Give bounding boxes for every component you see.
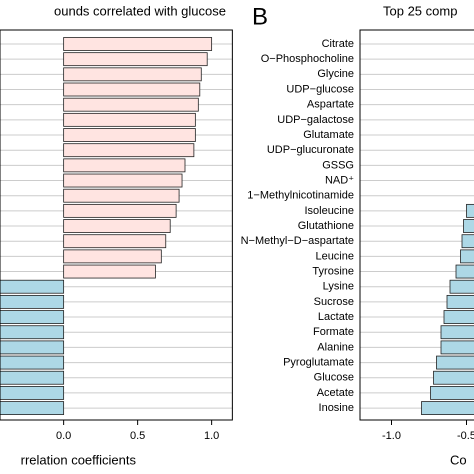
category-label: UDP−galactose	[277, 114, 354, 126]
bar	[63, 112, 196, 127]
bar	[0, 340, 65, 355]
bar	[63, 234, 167, 249]
bar	[63, 67, 202, 82]
bar	[0, 386, 65, 400]
category-label: Acetate	[317, 387, 354, 399]
category-label: GSSG	[322, 159, 354, 171]
bar	[436, 355, 474, 370]
category-label: Glutamate	[303, 129, 354, 141]
bar	[0, 370, 65, 385]
bar	[63, 143, 195, 158]
category-label: UDP−glucose	[286, 83, 354, 95]
bar	[433, 370, 474, 385]
bar	[63, 37, 213, 51]
bar	[63, 97, 199, 112]
chart-title: Top 25 comp	[383, 3, 457, 18]
category-label: Glycine	[317, 68, 354, 80]
x-axis-label: Co	[450, 452, 467, 467]
category-label: Leucine	[315, 250, 354, 262]
x-tick-label: 0.5	[130, 430, 145, 442]
category-label: Formate	[313, 326, 354, 338]
bar	[455, 264, 474, 279]
bar	[443, 310, 474, 324]
category-label: Isoleucine	[304, 205, 354, 217]
x-tick-label: -0.5	[457, 430, 474, 442]
bar	[0, 310, 65, 324]
category-label: Aspartate	[307, 99, 354, 111]
category-label: Sucrose	[314, 296, 354, 308]
x-tick-label: -1.0	[382, 430, 401, 442]
category-label: Glutathione	[298, 220, 354, 232]
bar	[63, 264, 156, 279]
bar	[430, 386, 474, 400]
bar	[460, 249, 474, 264]
bar	[463, 219, 474, 233]
bar	[421, 401, 474, 415]
bar	[63, 128, 196, 142]
bar	[63, 158, 186, 173]
bar	[63, 82, 201, 97]
bar	[63, 52, 208, 67]
bar	[0, 279, 65, 294]
category-label: Alanine	[317, 341, 354, 353]
bar	[63, 249, 162, 264]
category-label: Tyrosine	[312, 265, 354, 277]
bar	[63, 219, 171, 233]
bar	[440, 325, 474, 340]
category-label: NAD⁺	[325, 174, 354, 186]
chart-title: ounds correlated with glucose	[54, 3, 226, 18]
bar	[449, 279, 474, 294]
x-axis-label: rrelation coefficients	[21, 452, 137, 467]
category-label: Pyroglutamate	[283, 356, 354, 368]
bar	[63, 203, 177, 218]
bar	[446, 294, 474, 309]
bar	[440, 340, 474, 355]
category-label: N−Methyl−D−aspartate	[241, 235, 354, 247]
category-label: Lysine	[323, 281, 354, 293]
bar	[0, 294, 65, 309]
category-label: O−Phosphocholine	[261, 53, 354, 65]
plot-frame	[0, 29, 233, 421]
panel-label: B	[252, 3, 268, 30]
bar	[466, 203, 474, 218]
x-tick-label: 0.0	[56, 430, 71, 442]
bar	[63, 173, 183, 188]
bar	[63, 188, 180, 203]
plot-frame	[359, 29, 474, 421]
bar	[0, 401, 65, 415]
x-tick-label: 1.0	[204, 430, 219, 442]
category-label: Glucose	[314, 372, 354, 384]
bar	[0, 325, 65, 340]
category-label: Lactate	[318, 311, 354, 323]
category-label: Citrate	[322, 38, 354, 50]
bar	[0, 355, 65, 370]
bar	[461, 234, 474, 249]
category-label: UDP−glucuronate	[267, 144, 354, 156]
category-label: 1−Methylnicotinamide	[247, 190, 354, 202]
category-label: Inosine	[319, 402, 354, 414]
